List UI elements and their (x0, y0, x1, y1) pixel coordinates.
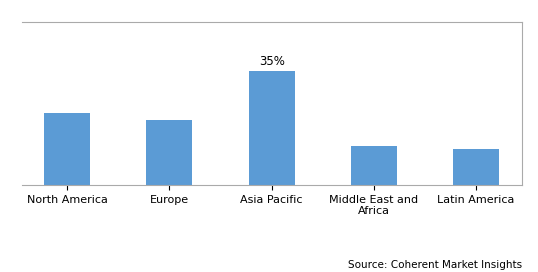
Bar (453, 149, 499, 185)
Bar (44, 113, 90, 185)
Bar (351, 146, 397, 185)
Bar (249, 71, 295, 185)
Text: 35%: 35% (259, 55, 285, 68)
Bar (146, 120, 193, 185)
Text: Source: Coherent Market Insights: Source: Coherent Market Insights (348, 260, 522, 270)
